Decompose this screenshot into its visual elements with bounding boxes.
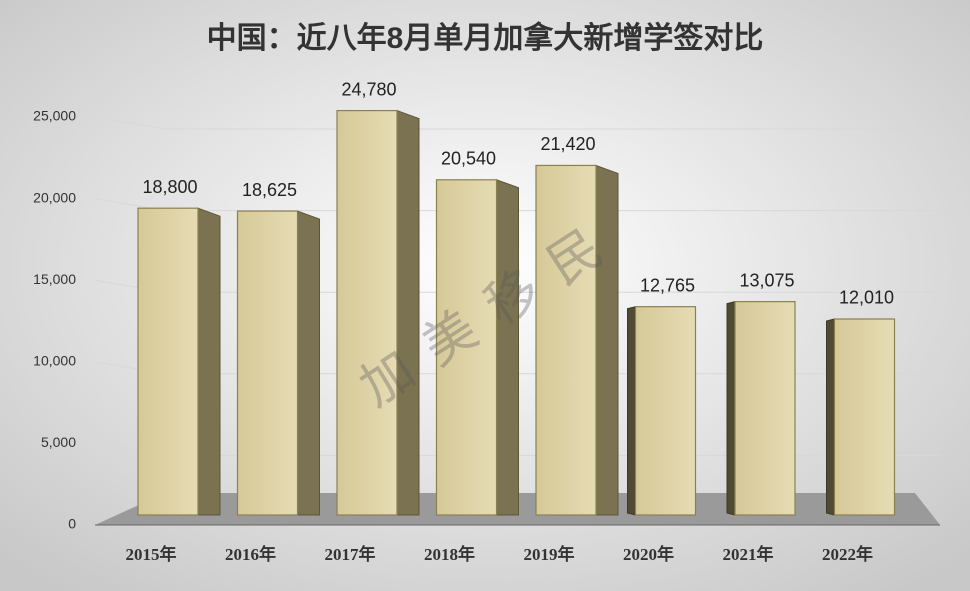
bar-side — [595, 164, 619, 516]
data-label: 20,540 — [441, 149, 496, 169]
bar-side — [396, 109, 420, 516]
bar-side — [627, 306, 636, 516]
bar-side — [826, 318, 835, 516]
bar — [236, 210, 320, 516]
bar — [726, 300, 796, 516]
data-label: 13,075 — [739, 270, 794, 290]
bar — [435, 179, 519, 516]
y-tick-label: 10,000 — [33, 353, 76, 369]
x-tick-label: 2015年 — [126, 544, 177, 564]
y-tick-label: 25,000 — [33, 108, 76, 124]
bar-side — [726, 300, 736, 516]
y-tick-label: 15,000 — [33, 271, 76, 287]
y-tick-label: 5,000 — [41, 434, 76, 450]
x-tick-label: 2022年 — [822, 544, 873, 564]
bar-front — [734, 301, 796, 516]
bar — [336, 109, 420, 516]
x-tick-label: 2018年 — [424, 544, 475, 564]
bar-front — [336, 109, 398, 516]
data-label: 18,625 — [242, 180, 297, 200]
grid-line — [94, 116, 940, 130]
x-tick-label: 2016年 — [225, 544, 276, 564]
bar-side — [297, 210, 320, 516]
bar — [535, 164, 619, 516]
bar-front — [435, 179, 498, 516]
data-label: 24,780 — [341, 79, 396, 99]
bar-front — [137, 207, 199, 516]
x-tick-label: 2019年 — [524, 544, 575, 564]
bar — [627, 306, 697, 516]
y-tick-label: 20,000 — [33, 189, 76, 205]
y-tick-label: 0 — [68, 516, 76, 532]
bar-front — [634, 306, 697, 516]
data-label: 12,010 — [839, 288, 894, 308]
bar — [826, 318, 896, 516]
bar — [137, 207, 221, 516]
x-tick-label: 2021年 — [723, 544, 774, 564]
data-label: 18,800 — [142, 177, 197, 197]
data-label: 21,420 — [540, 134, 595, 154]
x-tick-label: 2017年 — [325, 544, 376, 564]
bar-front — [535, 164, 597, 516]
bar-front — [833, 318, 896, 516]
data-label: 12,765 — [640, 275, 695, 295]
bar-side — [496, 179, 519, 516]
chart-title: 中国：近八年8月单月加拿大新增学签对比 — [207, 21, 764, 55]
bar-front — [236, 210, 299, 516]
x-tick-label: 2020年 — [623, 544, 674, 564]
bar-side — [197, 207, 221, 516]
